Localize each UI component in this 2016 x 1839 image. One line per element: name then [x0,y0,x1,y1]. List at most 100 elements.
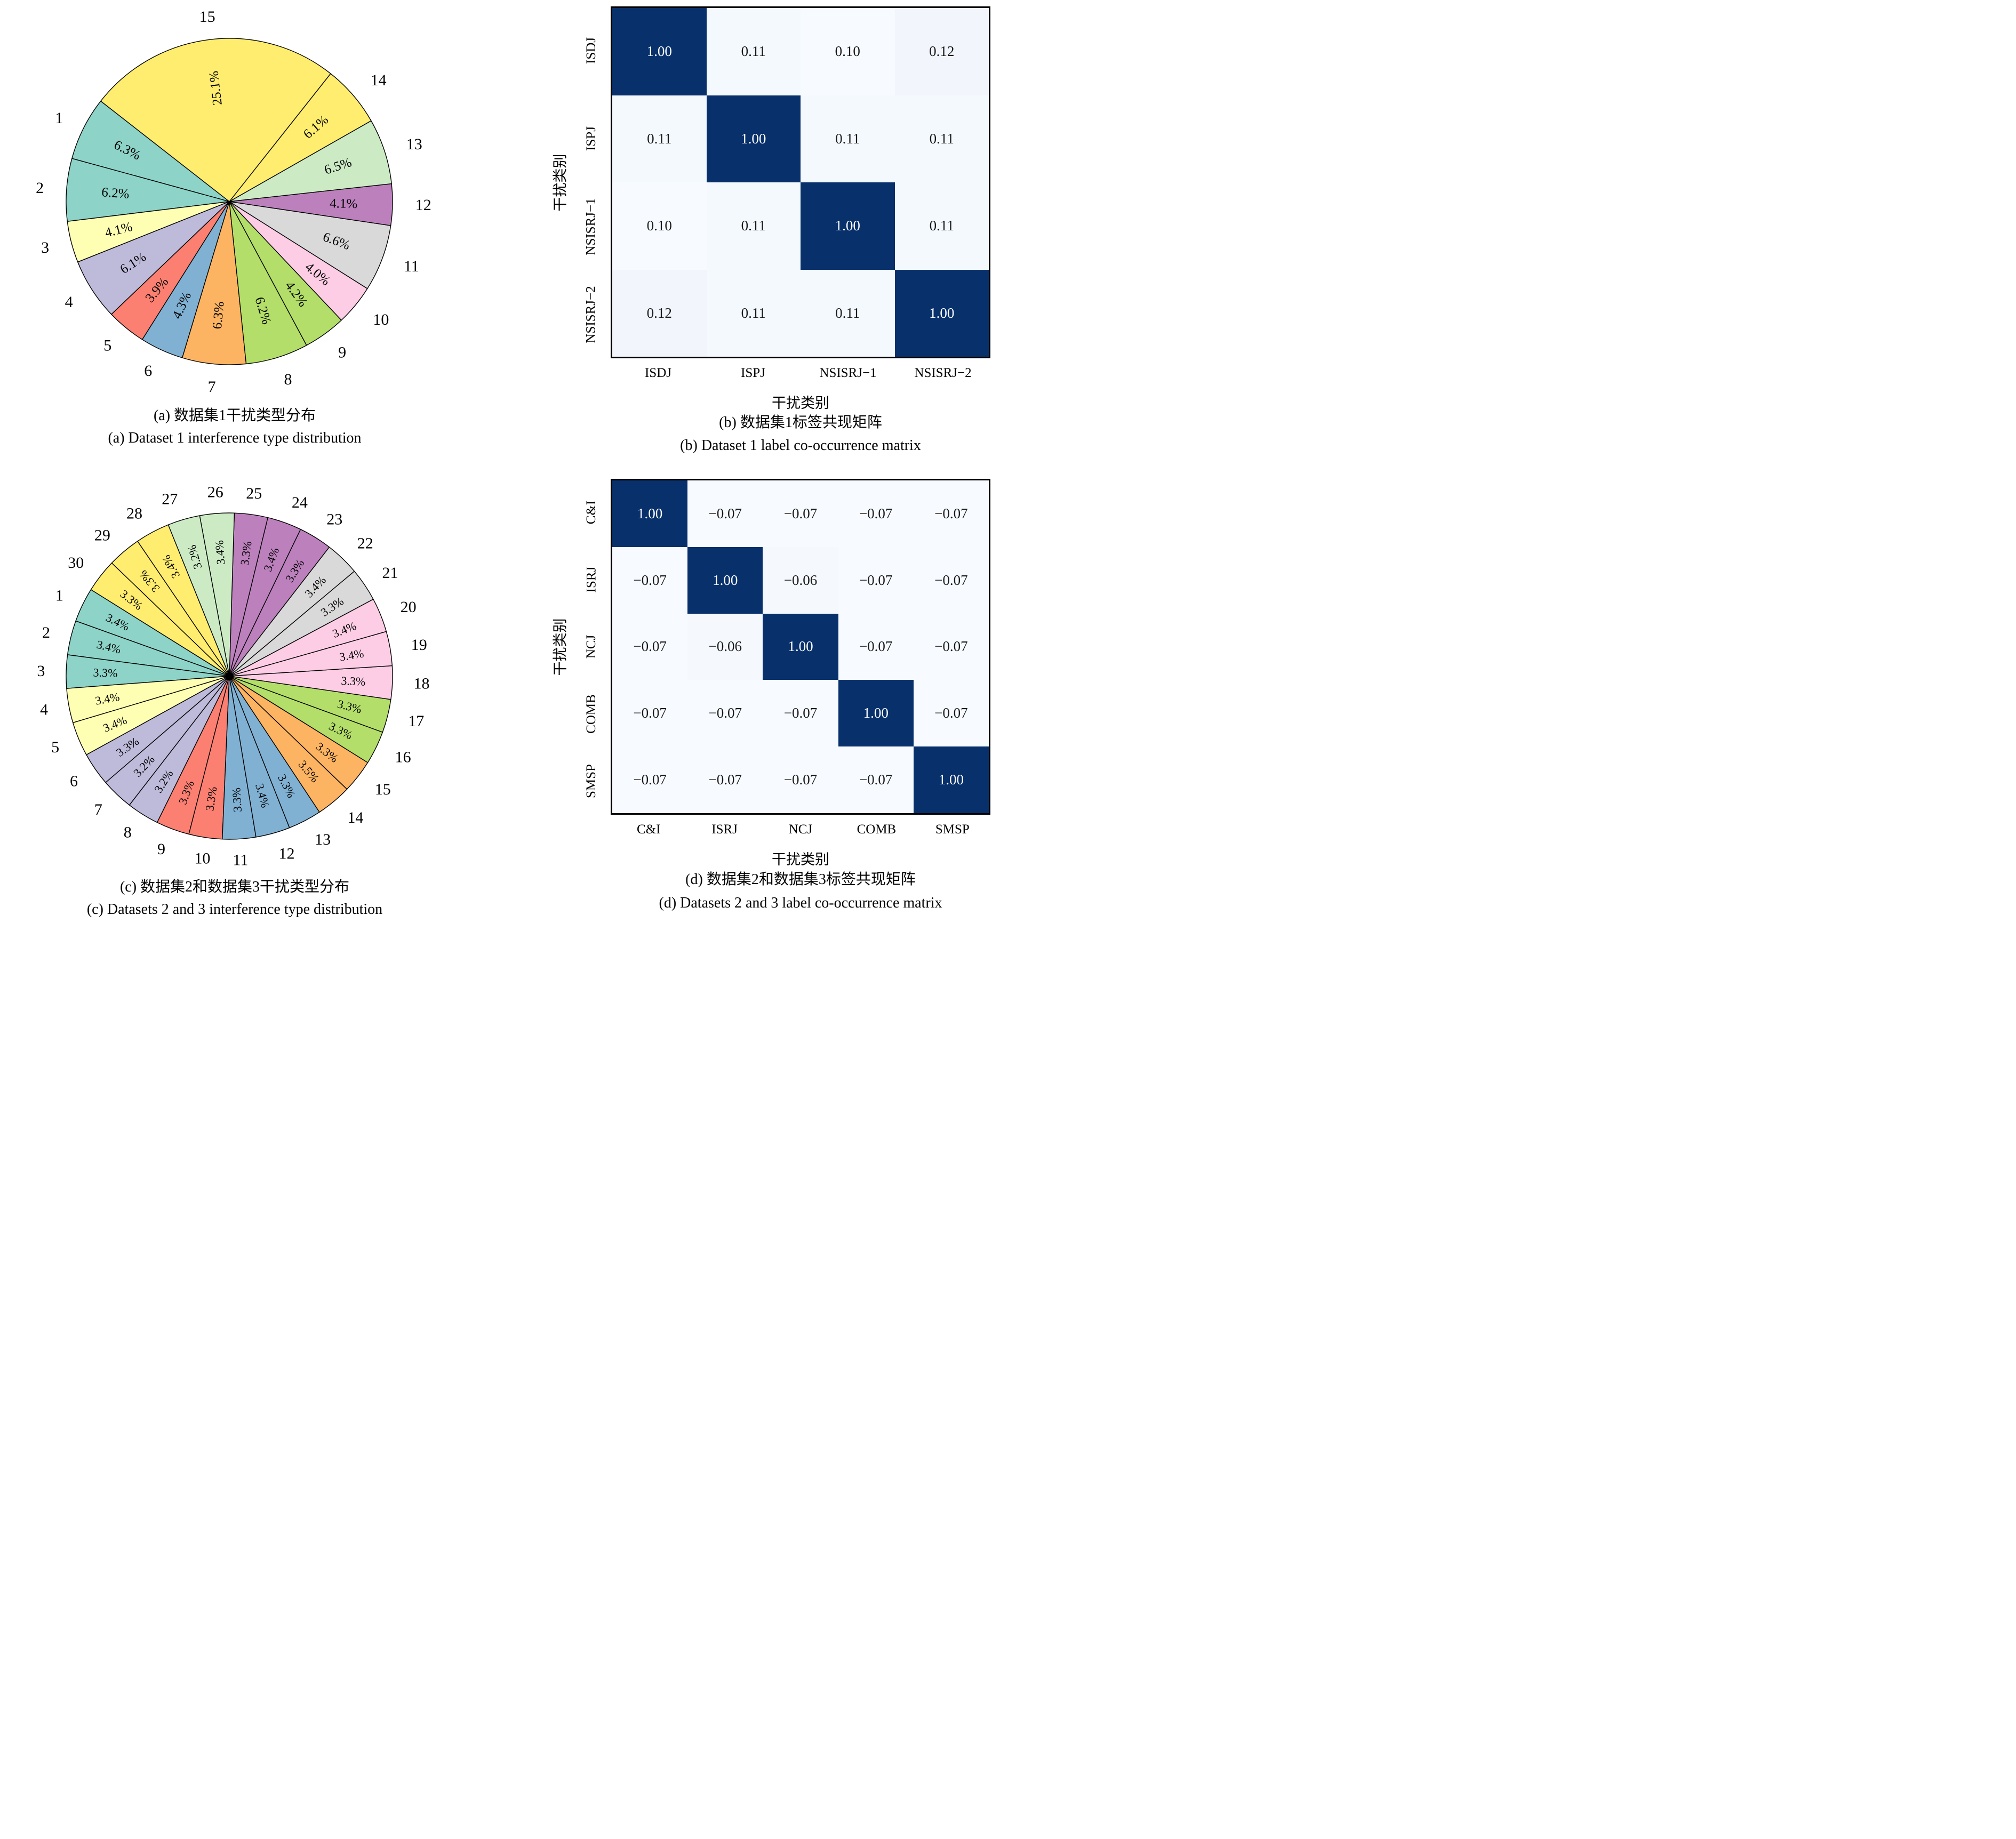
pie-category-label-c-21: 21 [382,564,398,582]
matrix-cell-d-ISRJ-ISRJ: 1.00 [687,547,763,614]
matrix-cell-d-NCJ-ISRJ: −0.06 [687,613,763,680]
pie-pct-label-a-7: 6.3% [210,301,227,330]
pie-slice-a-4 [77,201,230,315]
matrix-cell-b-NSISRJ−1-NSISRJ−2: 0.11 [894,182,989,270]
x-axis-label-b: 干扰类别 [772,395,829,411]
pie-category-label-c-18: 18 [414,674,430,692]
subplot-a-pie-dataset1: 6.3% 1 6.2% 2 4.1% 3 6.1% 4 3.9% 5 4.3% 6 6.3% 7 6.2% 8… [11,0,459,469]
matrix-cell-b-NSISRJ−2-ISPJ: 0.11 [706,269,801,357]
matrix-cell-b-ISPJ-NSISRJ−1: 0.11 [801,95,895,182]
row-tick-text: COMB [584,694,599,734]
col-tick-b-NSISRJ−1: NSISRJ−1 [819,366,877,380]
pie-category-label-a-9: 9 [338,343,346,361]
pie-pct-label-c-18: 3.3% [341,674,366,688]
pie-category-label-a-12: 12 [415,196,431,214]
matrix-cell-b-ISDJ-NSISRJ−2: 0.12 [894,8,989,95]
matrix-cell-d-C&I-ISRJ: −0.07 [687,480,763,547]
pie-pct-label-c-3: 3.3% [93,665,118,679]
caption-d-zh: (d) 数据集2和数据集3标签共现矩阵 [685,871,916,888]
matrix-cell-d-SMSP-COMB: −0.07 [838,746,914,813]
pie-chart-datasets23-interference-distribution: 3.4%13.4%23.3%33.4%43.4%5 3.3%63.2%73.2%8… [37,484,430,869]
pie-category-label-c-9: 9 [157,840,165,858]
matrix-cell-d-ISRJ-COMB: −0.07 [838,547,914,614]
matrix-cell-b-ISPJ-ISDJ: 0.11 [612,95,707,182]
matrix-cell-d-SMSP-SMSP: 1.00 [913,746,989,813]
pie-category-label-c-7: 7 [94,801,102,818]
matrix-cell-b-NSISRJ−2-ISDJ: 0.12 [612,269,707,357]
matrix-cell-d-ISRJ-NCJ: −0.06 [763,547,838,614]
row-tick-text: C&I [583,500,598,525]
pie-slice-a-2 [66,158,230,222]
col-tick-d-SMSP: SMSP [935,822,970,837]
pie-slice-a-15 [100,38,331,202]
pie-category-label-c-28: 28 [126,505,142,523]
pie-category-label-a-6: 6 [144,362,152,380]
pie-category-label-c-14: 14 [347,809,363,826]
heatmap-row-labels-b: ISDJ ISPJ NSISRJ−1 NSISRJ−2 [575,6,608,358]
pie-slice-a-11 [229,201,391,289]
matrix-cell-b-NSISRJ−1-NSISRJ−1: 1.00 [801,182,895,270]
x-axis-label-d: 干扰类别 [772,852,829,868]
row-tick-b-ISDJ: ISDJ [575,6,608,94]
pie-category-label-c-6: 6 [70,773,78,790]
pie-slice-a-14 [229,73,372,202]
subplot-d-heatmap-datasets23: 1.00 −0.07 −0.07 −0.07 −0.07 −0.07 1.00 −0.06 −0… [507,475,1008,920]
pie-category-label-c-17: 17 [408,712,424,730]
col-tick-b-ISPJ: ISPJ [741,366,765,380]
matrix-cell-d-COMB-C&I: −0.07 [612,680,688,747]
matrix-cell-d-SMSP-NCJ: −0.07 [763,746,838,813]
pie-category-label-a-5: 5 [103,337,111,355]
pie-slice-a-13 [229,120,392,202]
caption-a-en: (a) Dataset 1 interference type distribu… [108,430,362,446]
matrix-cell-b-NSISRJ−2-NSISRJ−2: 1.00 [894,269,989,357]
matrix-cell-d-SMSP-C&I: −0.07 [612,746,688,813]
col-tick-d-C&I: C&I [636,822,661,837]
pie-slice-a-7 [182,201,247,365]
pie-category-label-a-4: 4 [65,293,73,311]
row-tick-b-ISPJ: ISPJ [575,94,608,182]
pie-category-label-c-26: 26 [207,484,223,501]
pie-category-label-c-29: 29 [94,526,110,544]
pie-category-label-a-3: 3 [41,239,49,256]
matrix-cell-d-COMB-COMB: 1.00 [838,680,914,747]
pie-category-label-c-24: 24 [292,494,308,511]
pie-category-label-c-22: 22 [357,534,373,552]
pie-category-label-c-4: 4 [40,701,48,718]
subplot-b-heatmap-dataset1: 1.00 0.11 0.10 0.12 0.11 1.00 0.11 0.11 0.10 0.11… [507,0,1008,469]
row-tick-d-ISRJ: ISRJ [575,546,608,613]
y-axis-label-text: 干扰类别 [552,154,569,211]
heatmap-col-labels-d: C&I ISRJ NCJ COMB SMSP [611,822,990,837]
pie-category-label-c-23: 23 [326,511,342,528]
pie-category-label-c-30: 30 [68,554,84,572]
heatmap-row-labels-d: C&I ISRJ NCJ COMB SMSP [575,479,608,815]
pie-category-label-c-27: 27 [162,491,178,508]
pie-category-label-a-10: 10 [373,311,389,328]
pie-category-label-c-13: 13 [315,831,331,848]
pie-category-label-c-2: 2 [42,624,50,641]
matrix-cell-b-ISPJ-NSISRJ−2: 0.11 [894,95,989,182]
col-tick-d-COMB: COMB [857,822,897,837]
pie-category-label-c-10: 10 [194,850,210,868]
matrix-cell-d-C&I-SMSP: −0.07 [913,480,989,547]
pie-category-label-a-13: 13 [406,135,422,153]
pie-category-label-c-3: 3 [37,662,45,680]
cooccurrence-matrix-dataset1: 1.00 0.11 0.10 0.12 0.11 1.00 0.11 0.11 0.10 0.11… [507,0,1008,469]
matrix-cell-b-NSISRJ−1-ISPJ: 0.11 [706,182,801,270]
row-tick-b-NSISRJ−1: NSISRJ−1 [575,182,608,270]
matrix-cell-d-COMB-NCJ: −0.07 [763,680,838,747]
matrix-cell-d-NCJ-COMB: −0.07 [838,613,914,680]
caption-b-en: (b) Dataset 1 label co-occurrence matrix [680,437,921,454]
matrix-cell-b-NSISRJ−1-ISDJ: 0.10 [612,182,707,270]
pie-category-label-a-14: 14 [371,71,387,89]
pie-chart-dataset1-interference-distribution: 6.3%16.2%24.1%36.1%4 3.9%54.3%66.3%76.2%8… [36,8,431,396]
pie-slice-a-8 [229,201,307,365]
matrix-cell-d-NCJ-C&I: −0.07 [612,613,688,680]
figure-canvas: 6.3% 1 6.2% 2 4.1% 3 6.1% 4 3.9% 5 4.3% 6 6.3% 7 6.2% 8… [0,0,1008,920]
caption-c-zh: (c) 数据集2和数据集3干扰类型分布 [119,879,350,895]
caption-b-zh: (b) 数据集1标签共现矩阵 [719,414,882,431]
pie-slice-c-30 [90,563,230,677]
pie-pct-label-c-25: 3.3% [238,540,254,566]
row-tick-text: NSISRJ−2 [584,285,599,343]
pie-category-label-c-25: 25 [246,485,262,502]
pie-pct-label-a-2: 6.2% [101,185,130,202]
